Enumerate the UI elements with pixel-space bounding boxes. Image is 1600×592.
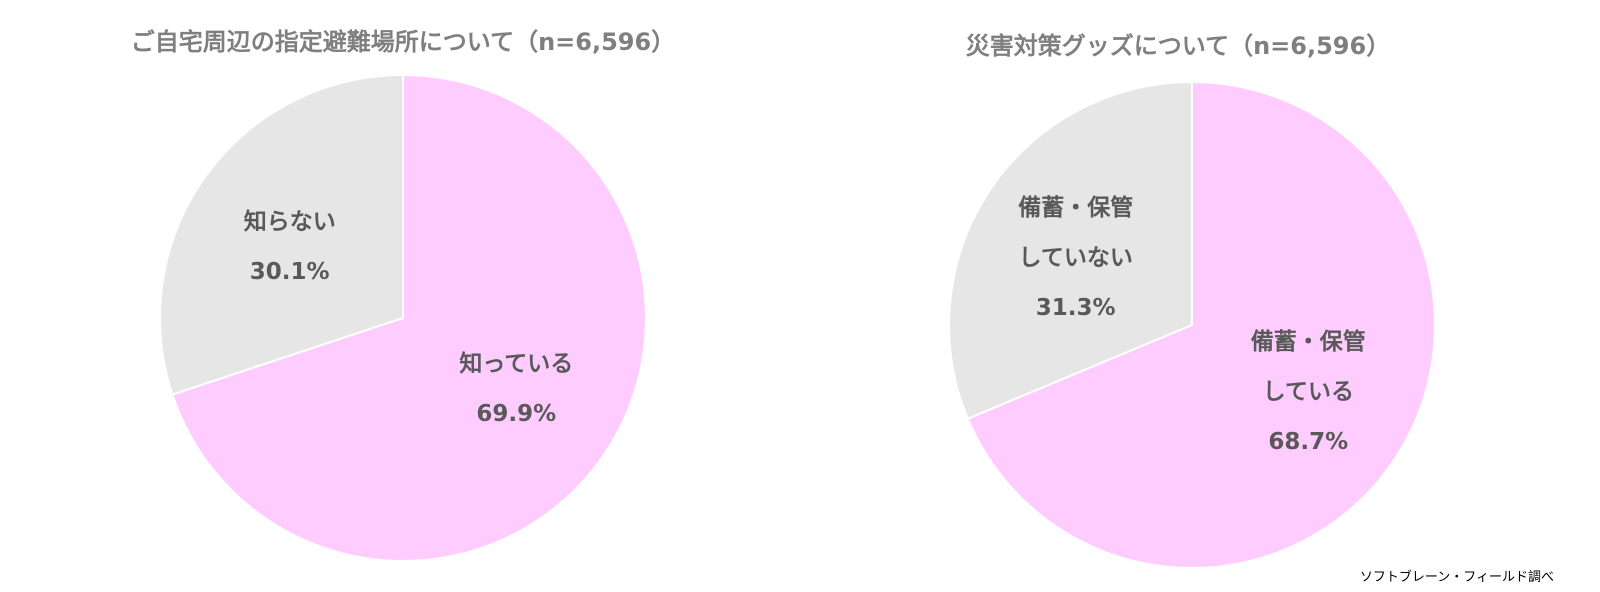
value-label: 68.7% [1268,429,1349,456]
category-label: 備蓄・保管 していない [1018,194,1134,271]
slice-label: 備蓄・保管 していない 31.3% [1018,183,1133,333]
category-label: 知らない [243,208,336,235]
pie-slice [159,73,404,396]
source-note: ソフトブレーン・フィールド調べ [1359,570,1554,585]
slice-label: 知らない 30.1% [244,197,336,297]
category-label: 備蓄・保管 している [1250,329,1366,406]
pie-slice [948,80,1193,421]
value-label: 31.3% [1035,294,1116,321]
chart-title: 災害対策グッズについて（n=6,596） [965,32,1391,60]
pie-slice [966,80,1436,569]
chart-title: ご自宅周辺の指定避難場所について（n=6,596） [130,28,676,56]
value-label: 69.9% [476,401,557,428]
slice-label: 備蓄・保管 している 68.7% [1251,317,1366,467]
value-label: 30.1% [249,258,330,285]
pie-slice [171,73,647,562]
category-label: 知っている [459,351,574,378]
slice-label: 知っている 69.9% [459,339,573,439]
